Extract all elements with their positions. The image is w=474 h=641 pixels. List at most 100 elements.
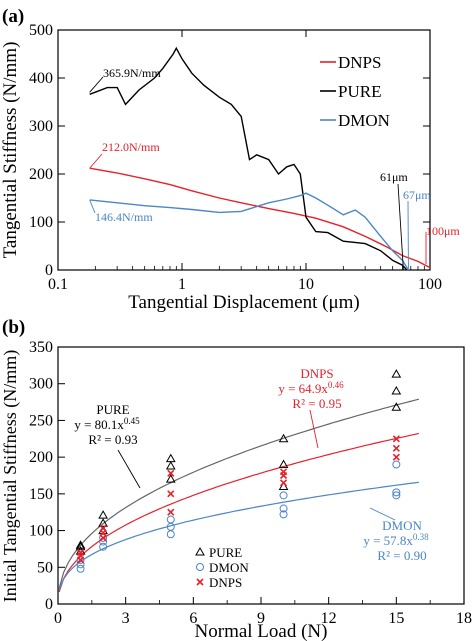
point-dmon: [166, 530, 175, 539]
fit-annotation-leader: [309, 409, 319, 449]
point-dnps: [99, 524, 107, 532]
panel-b-points: [75, 369, 402, 573]
panel-b-xtick-label: 12: [321, 610, 337, 627]
series-line-pure: [89, 46, 408, 271]
point-dmon: [279, 504, 288, 513]
panel-b-xtick-label: 15: [388, 610, 404, 627]
point-dnps: [279, 479, 288, 487]
panel-b-frame: [57, 346, 465, 605]
panel-a-xtick-label: 100: [418, 276, 442, 293]
fit-curve-dnps: [58, 432, 420, 593]
point-pure: [75, 541, 86, 551]
panel-b-xtick-label: 0: [54, 610, 62, 627]
point-pure: [98, 518, 108, 527]
panel-b-ytick-label: 150: [29, 486, 53, 503]
point-dnps: [279, 468, 288, 476]
fit-annotation-name: DNPS: [300, 366, 333, 381]
point-pure: [278, 481, 289, 491]
legend-label-pure: PURE: [209, 545, 242, 560]
annotation-label: 212.0N/mm: [102, 140, 160, 154]
annotation-leader: [89, 76, 104, 93]
panel-b-xtick-label: 6: [189, 610, 197, 627]
point-pure: [165, 453, 176, 463]
series-line-dmon: [89, 192, 409, 271]
fit-annotation-equation: y = 64.9x0.46: [278, 380, 344, 396]
annotation-label: 146.4N/mm: [95, 210, 153, 224]
point-dmon: [392, 460, 401, 469]
point-pure: [278, 433, 289, 443]
fit-annotation-r2: R² = 0.95: [292, 396, 341, 411]
fit-annotation-equation: y = 80.1x0.45: [74, 416, 140, 432]
point-pure: [391, 386, 402, 395]
point-dmon: [76, 564, 85, 573]
panel-a-ytick-label: 200: [29, 166, 53, 183]
panel-b-xlabel: Normal Load (N): [195, 621, 328, 641]
fit-annotation-name: DMON: [382, 518, 422, 533]
panel-b-fit-curves: [58, 398, 420, 593]
panel-b-ytick-label: 0: [45, 596, 53, 613]
panel-a: (a) 0.1 1 10 100 0 100 200 300 400 500 365.9N/mm 2…: [0, 6, 460, 313]
annotation-label: 67μm: [403, 188, 431, 202]
legend-label-dnps: DNPS: [338, 53, 381, 72]
point-legend-dmon: [196, 563, 204, 571]
point-pure: [75, 540, 86, 549]
point-dnps: [392, 435, 400, 443]
point-dmon: [99, 533, 108, 542]
panel-b-ytick-label: 300: [29, 376, 53, 393]
panel-b-xtick-label: 3: [122, 610, 130, 627]
panel-b-ticks: 0 3 6 9 12 15 18 0 50 100 150 200 250 300 350: [29, 339, 472, 627]
point-dnps: [167, 490, 175, 498]
panel-b-ylabel: Initial Tangential Stiffness (N/mm): [0, 350, 21, 603]
point-dnps: [76, 549, 85, 557]
point-dnps: [167, 508, 175, 516]
legend-label-pure: PURE: [338, 82, 381, 101]
panel-a-annotations: 365.9N/mm 212.0N/mm 146.4N/mm 61μm 67μm 100μm: [89, 66, 460, 271]
fit-annotation-equation: y = 57.8x0.38: [363, 532, 429, 548]
panel-a-xlabel: Tangential Displacement (μm): [128, 292, 360, 313]
panel-b: (b) 0 3 6 9 12 15 18 0 50 100 150 200 250 300 350 PURE…: [0, 317, 472, 641]
point-pure: [165, 460, 176, 470]
legend-label-dnps: DNPS: [209, 575, 242, 590]
panel-a-xtick-label: 1: [178, 276, 186, 293]
fit-annotation-r2: R² = 0.90: [377, 548, 426, 563]
fit-curve-dmon: [58, 481, 419, 591]
point-pure: [391, 369, 402, 378]
point-dmon: [166, 515, 175, 524]
fit-annotation-leader: [117, 449, 141, 489]
point-dmon: [279, 491, 288, 500]
point-dnps: [167, 469, 175, 477]
panel-a-ticks: 0.1 1 10 100 0 100 200 300 400 500: [29, 22, 442, 293]
point-legend-pure: [195, 546, 205, 556]
point-dmon: [392, 488, 401, 497]
annotation-label: 61μm: [380, 170, 408, 184]
panel-b-ytick-label: 50: [37, 559, 53, 576]
panel-b-ytick-label: 100: [29, 523, 53, 540]
point-dmon: [392, 491, 401, 500]
fit-annotation-name: PURE: [96, 402, 129, 417]
panel-a-label: (a): [2, 6, 24, 27]
point-legend-dnps: [196, 578, 204, 586]
legend-label-dmon: DMON: [209, 560, 249, 575]
panel-a-ytick-label: 300: [29, 118, 53, 135]
panel-b-label: (b): [2, 317, 25, 338]
point-pure: [165, 474, 176, 483]
legend-label-dmon: DMON: [338, 111, 390, 130]
panel-a-ytick-label: 0: [45, 262, 53, 279]
point-pure: [98, 510, 108, 519]
panel-b-ytick-label: 350: [29, 339, 53, 356]
fit-annotation-leader: [369, 507, 396, 521]
panel-a-frame: [57, 29, 431, 271]
annotation-leader: [89, 153, 103, 169]
panel-b-ytick-label: 200: [29, 449, 53, 466]
panel-a-ytick-label: 100: [29, 214, 53, 231]
annotation-leader: [89, 199, 96, 214]
annotation-label: 365.9N/mm: [103, 66, 161, 80]
series-line-dnps: [89, 167, 431, 269]
point-dmon: [279, 510, 288, 519]
panel-a-legend: DNPS PURE DMON: [320, 53, 390, 130]
panel-a-ylabel: Tangential Stiffness (N/mm): [0, 42, 21, 259]
panel-b-xtick-label: 9: [257, 610, 265, 627]
